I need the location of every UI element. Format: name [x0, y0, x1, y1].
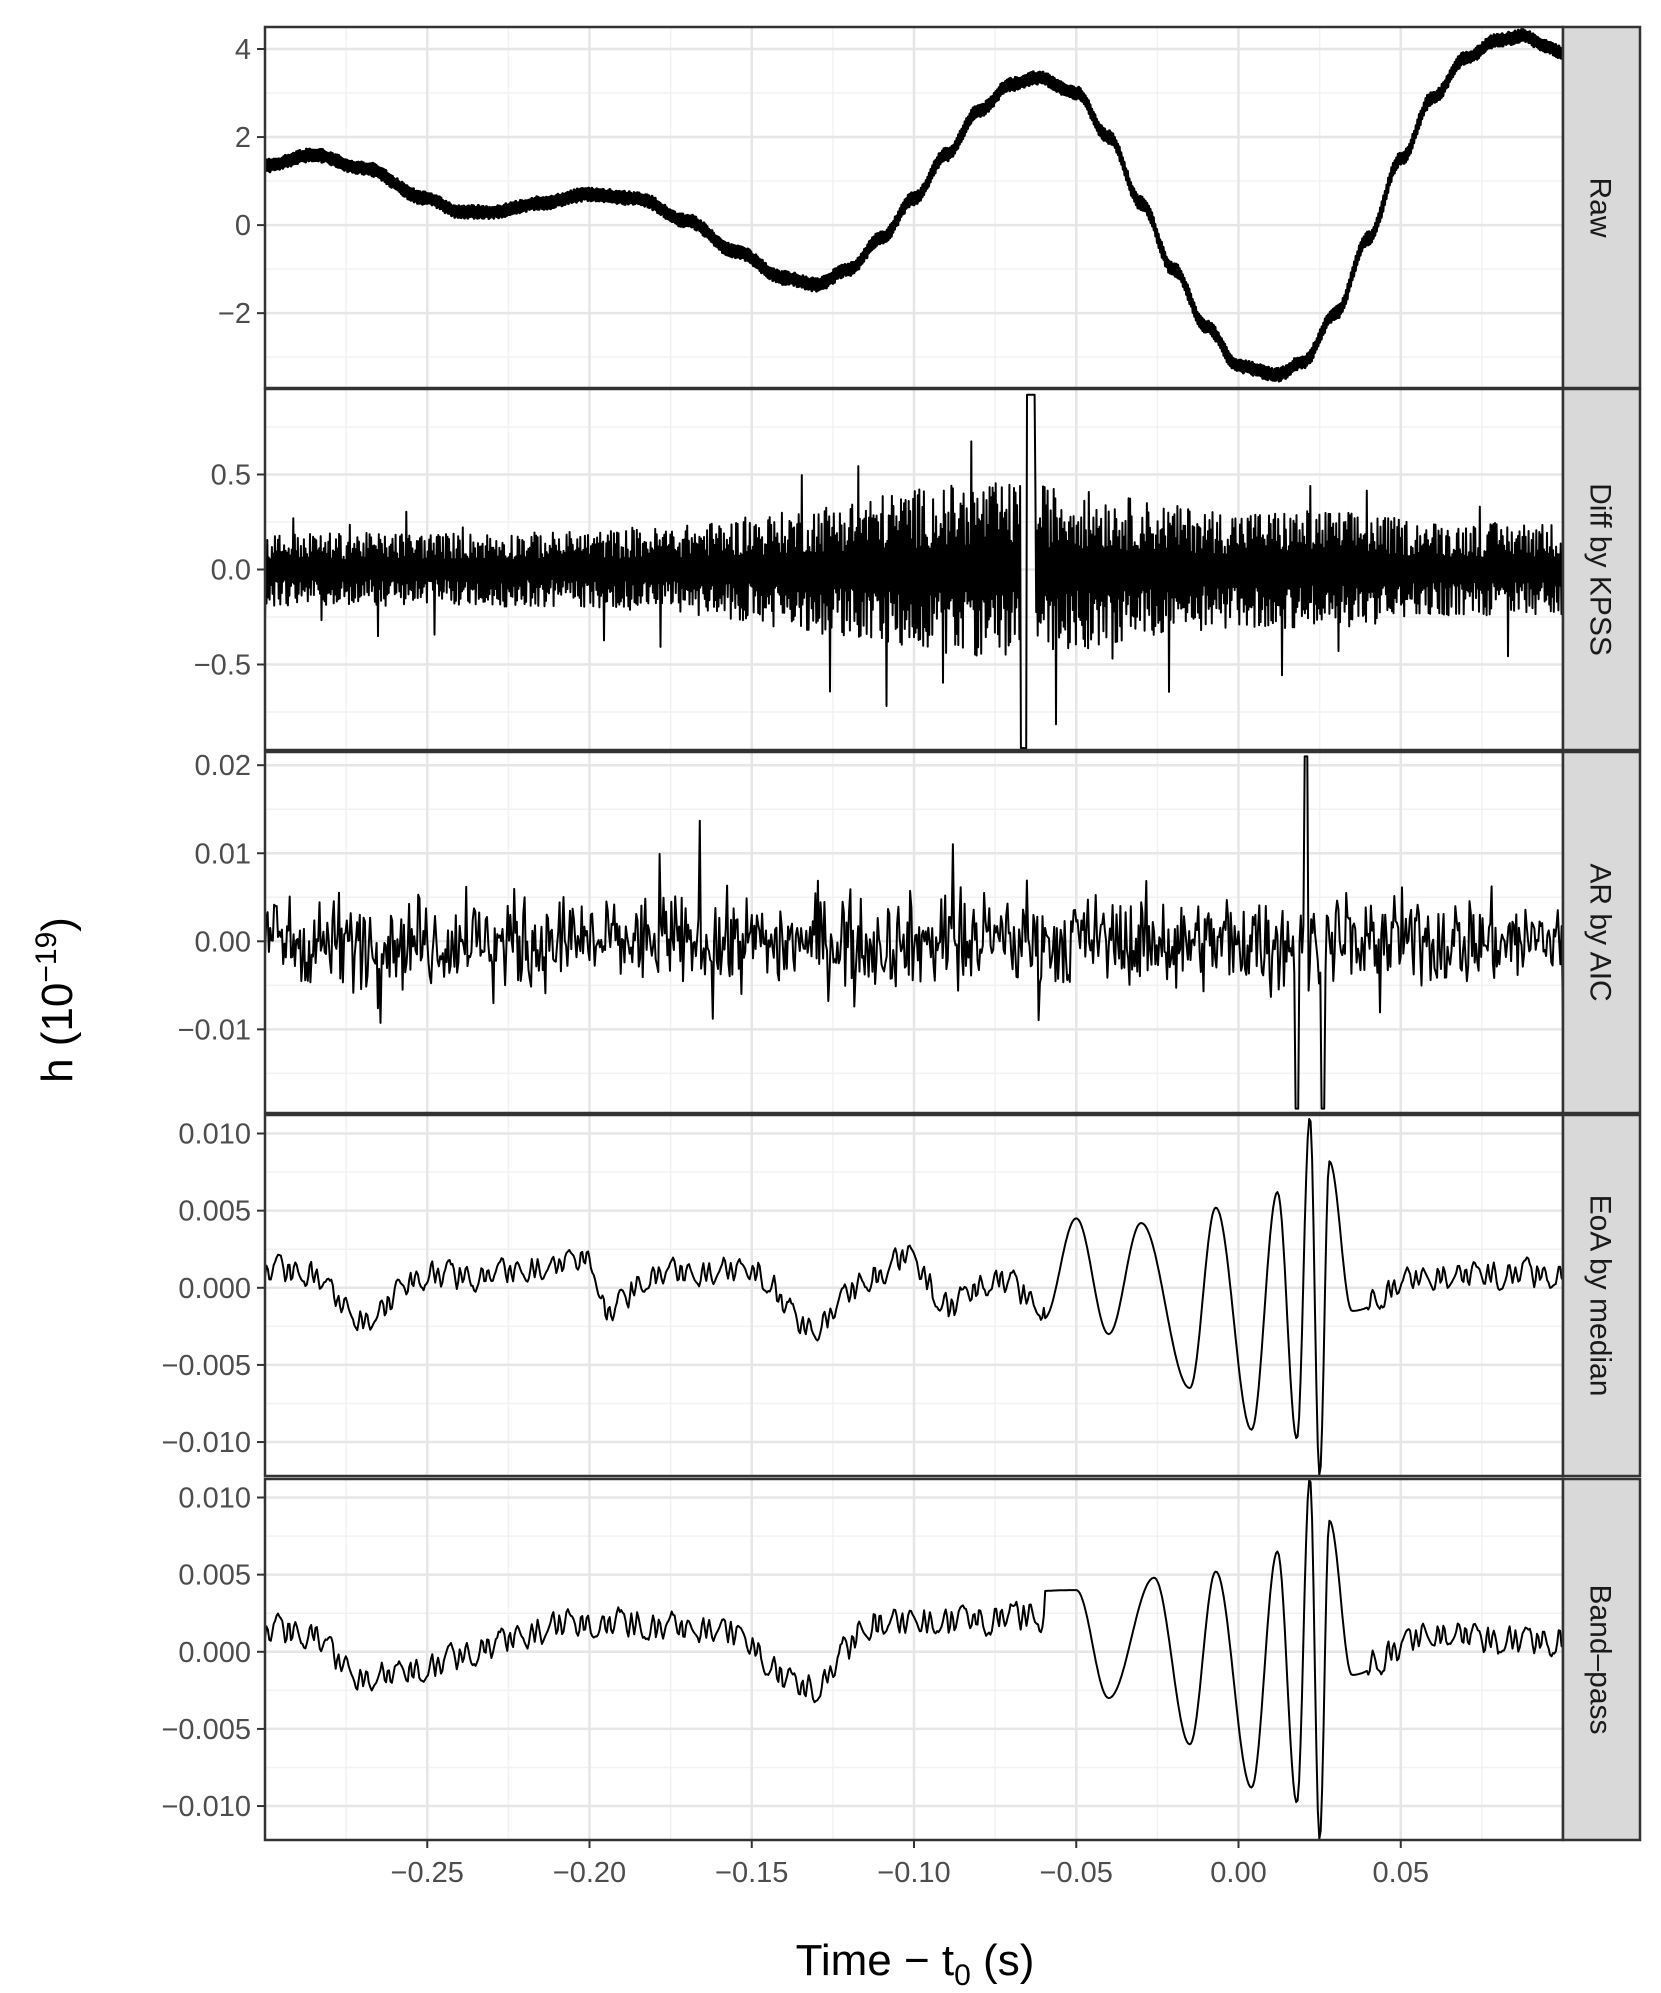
strip-label: EoA by median	[1584, 1195, 1617, 1397]
strip-label: Raw	[1584, 177, 1617, 237]
series-line	[265, 1118, 1563, 1476]
x-axis-title-prefix: Time − t	[796, 1936, 955, 1985]
series-line	[265, 28, 1563, 383]
x-axis-title-suffix: (s)	[971, 1936, 1035, 1985]
y-tick-label: 0.000	[178, 1637, 251, 1669]
facet-panel-2: −0.01 0.00 0.01 0.02 AR by AIC	[178, 750, 1642, 1115]
y-tick-label: 0.0	[211, 555, 251, 587]
y-tick-label: 0.010	[178, 1119, 251, 1151]
x-tick-label: −0.25	[391, 1857, 464, 1889]
x-axis-title-subscript: 0	[954, 1959, 971, 1992]
y-axis-title-prefix: h (10	[33, 983, 82, 1083]
y-tick-label: −2	[218, 298, 251, 330]
x-tick-label: 0.05	[1373, 1857, 1429, 1889]
x-axis-title: Time − t0 (s)	[796, 1936, 1035, 1992]
y-tick-label: −0.01	[178, 1014, 251, 1046]
y-tick-label: 0	[235, 210, 251, 242]
y-axis-title-superscript: −19	[30, 932, 63, 983]
y-tick-label: 0.00	[195, 926, 251, 958]
facet-panel-1: −0.5 0.0 0.5 Diff by KPSS	[194, 387, 1642, 752]
x-tick-label: −0.15	[715, 1857, 788, 1889]
y-tick-label: 0.010	[178, 1483, 251, 1515]
strip-label: AR by AIC	[1584, 863, 1617, 1001]
y-axis-title: h (10−19)	[30, 917, 82, 1083]
y-axis-title-suffix: )	[33, 917, 82, 932]
strip-label: Band–pass	[1584, 1584, 1617, 1734]
strip-background	[1561, 750, 1642, 1115]
y-tick-label: −0.005	[161, 1714, 251, 1746]
y-tick-label: −0.5	[194, 650, 251, 682]
y-tick-label: 0.005	[178, 1196, 251, 1228]
y-tick-label: 4	[235, 34, 251, 66]
strip-background	[1561, 387, 1642, 752]
series-line	[265, 755, 1563, 1110]
y-tick-label: 2	[235, 122, 251, 154]
x-tick-label: −0.05	[1040, 1857, 1113, 1889]
strip-label: Diff by KPSS	[1584, 483, 1617, 656]
y-tick-label: 0.5	[211, 460, 251, 492]
strip-background	[1561, 1477, 1642, 1842]
x-tick-label: −0.10	[877, 1857, 950, 1889]
x-tick-label: −0.20	[553, 1857, 626, 1889]
y-tick-label: 0.000	[178, 1273, 251, 1305]
x-axis: −0.25 −0.20 −0.15 −0.10 −0.05 0.00 0.05	[391, 1840, 1429, 1889]
facet-panel-4: −0.010 −0.005 0.000 0.005 0.010 Band–pass	[161, 1477, 1642, 1842]
series-line	[265, 1479, 1563, 1840]
y-tick-label: 0.01	[195, 838, 251, 870]
strip-background	[1561, 25, 1642, 390]
y-tick-label: −0.010	[161, 1791, 251, 1823]
y-tick-label: 0.005	[178, 1560, 251, 1592]
series-line	[265, 393, 1563, 750]
facet-panel-0: −2 0 2 4 Raw	[218, 25, 1642, 390]
x-tick-label: 0.00	[1210, 1857, 1266, 1889]
y-tick-label: −0.010	[161, 1427, 251, 1459]
y-tick-label: −0.005	[161, 1350, 251, 1382]
y-tick-label: 0.02	[195, 750, 251, 782]
facet-panel-3: −0.010 −0.005 0.000 0.005 0.010 EoA by median	[161, 1113, 1642, 1478]
strip-background	[1561, 1113, 1642, 1478]
